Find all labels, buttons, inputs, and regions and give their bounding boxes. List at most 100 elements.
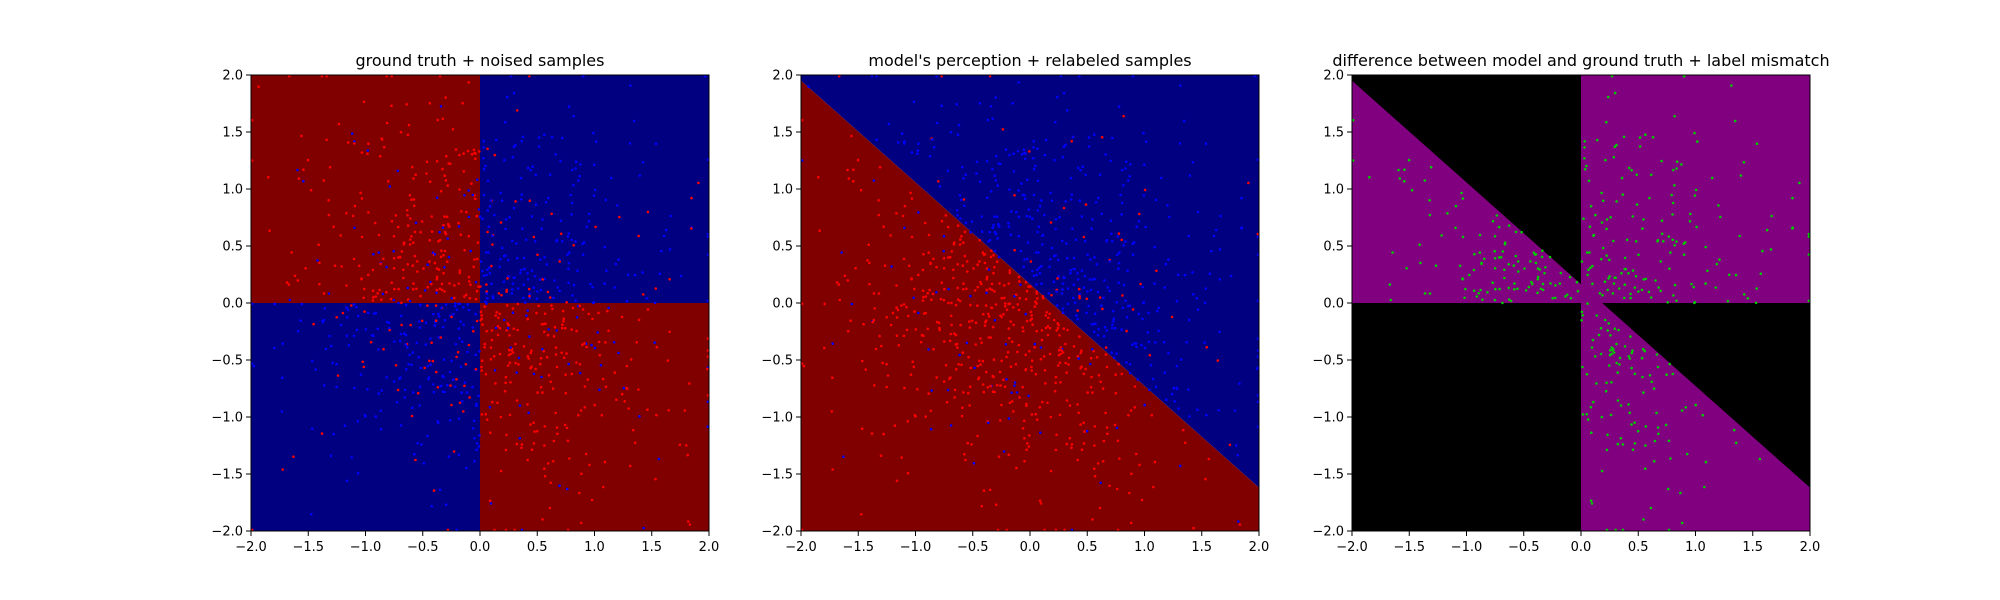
data-point: [1058, 361, 1062, 365]
data-point: [477, 208, 481, 211]
data-point: [1032, 146, 1035, 149]
data-point: [422, 267, 425, 270]
data-point: [974, 321, 978, 325]
data-point: [323, 384, 326, 387]
data-point: [423, 289, 427, 292]
data-point: [1587, 268, 1590, 272]
data-point: [1475, 295, 1479, 298]
data-point: [592, 131, 595, 135]
data-point: [1124, 240, 1127, 243]
data-point: [551, 460, 555, 463]
data-point: [1164, 262, 1168, 266]
data-point: [504, 528, 508, 531]
data-point: [1117, 281, 1120, 285]
data-point: [629, 464, 632, 468]
data-point: [517, 356, 521, 360]
data-point: [1028, 434, 1031, 437]
data-point: [947, 256, 950, 259]
data-point: [414, 221, 418, 225]
data-point: [975, 172, 978, 175]
sample-points: [801, 75, 1259, 531]
data-point: [1611, 292, 1615, 295]
data-point: [376, 292, 380, 295]
data-point: [380, 138, 384, 141]
data-point: [1037, 225, 1041, 228]
data-point: [861, 359, 864, 363]
data-point: [526, 272, 529, 275]
data-point: [1133, 406, 1137, 409]
data-point: [475, 214, 479, 218]
data-point: [467, 234, 471, 238]
data-point: [1084, 367, 1087, 371]
data-point: [1028, 150, 1031, 153]
data-point: [962, 198, 966, 201]
data-point: [1062, 327, 1066, 331]
data-point: [1054, 381, 1057, 385]
data-point: [1091, 391, 1094, 394]
data-point: [1541, 282, 1545, 286]
data-point: [658, 272, 662, 276]
data-point: [1058, 215, 1061, 219]
data-point: [1057, 275, 1060, 278]
data-point: [1585, 251, 1589, 254]
data-point: [668, 330, 671, 334]
data-point: [468, 396, 471, 399]
data-point: [1163, 286, 1166, 289]
data-point: [392, 249, 396, 253]
data-point: [1010, 340, 1014, 344]
data-point: [442, 358, 446, 362]
data-point: [528, 292, 531, 296]
data-point: [1726, 299, 1730, 303]
data-point: [462, 306, 465, 309]
data-point: [1758, 457, 1762, 461]
data-point: [1580, 319, 1583, 322]
data-point: [962, 282, 965, 285]
data-point: [1035, 418, 1039, 421]
data-point: [706, 349, 709, 352]
data-point: [455, 378, 458, 381]
data-point: [1613, 327, 1617, 331]
data-point: [1154, 198, 1158, 202]
data-point: [1043, 213, 1046, 217]
data-point: [1595, 382, 1598, 385]
data-point: [980, 230, 984, 233]
data-point: [1627, 355, 1631, 358]
data-point: [1761, 249, 1764, 253]
data-point: [1008, 269, 1012, 272]
data-point: [1175, 299, 1179, 303]
data-point: [903, 140, 906, 143]
data-point: [474, 353, 478, 357]
data-point: [482, 146, 485, 149]
data-point: [457, 282, 461, 285]
data-point: [318, 282, 321, 286]
data-point: [1541, 249, 1544, 252]
data-point: [1619, 404, 1623, 407]
data-point: [454, 343, 458, 346]
data-point: [1675, 299, 1678, 303]
data-point: [653, 341, 656, 344]
data-point: [1503, 268, 1506, 272]
data-point: [924, 295, 928, 298]
data-point: [339, 323, 343, 327]
data-point: [428, 180, 432, 183]
data-point: [425, 160, 429, 164]
data-point: [993, 174, 996, 177]
data-point: [543, 277, 547, 281]
data-point: [1017, 234, 1021, 238]
data-point: [335, 316, 339, 319]
data-point: [1008, 336, 1011, 340]
data-point: [1142, 301, 1145, 305]
data-point: [706, 367, 709, 371]
data-point: [518, 404, 522, 407]
data-point: [520, 140, 523, 143]
data-point: [1598, 292, 1602, 295]
data-point: [299, 319, 302, 323]
data-point: [1014, 293, 1018, 297]
data-point: [1094, 201, 1098, 204]
y-tick-label: 1.0: [1323, 183, 1344, 198]
data-point: [1627, 272, 1630, 275]
data-point: [385, 291, 388, 294]
data-point: [1143, 403, 1146, 407]
data-point: [567, 281, 570, 285]
data-point: [950, 301, 953, 305]
